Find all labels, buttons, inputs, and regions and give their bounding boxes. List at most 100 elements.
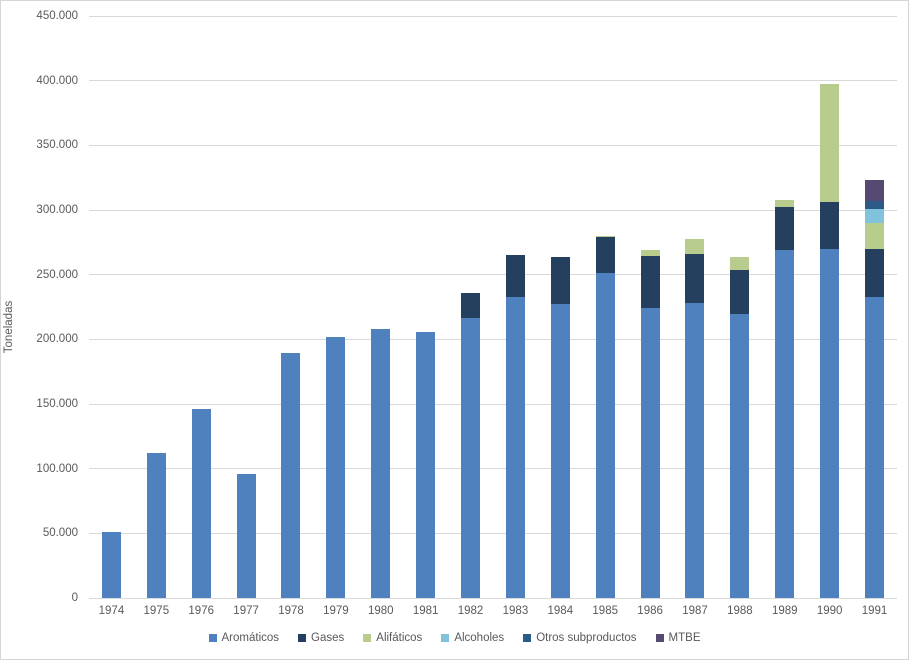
- bar-segment[interactable]: [416, 332, 436, 598]
- bar-segment[interactable]: [101, 532, 121, 598]
- legend-swatch-icon: [208, 634, 217, 642]
- grid-line: [89, 144, 897, 146]
- bar-segment[interactable]: [865, 248, 885, 297]
- y-tick-label: 0: [71, 592, 78, 604]
- bar-group: [717, 16, 762, 598]
- bar-segment[interactable]: [820, 83, 840, 203]
- legend-swatch-icon: [298, 634, 307, 642]
- legend-item[interactable]: Gases: [298, 632, 344, 644]
- grid-line: [89, 209, 897, 211]
- bar-group: [538, 16, 583, 598]
- x-tick-label: 1976: [188, 605, 214, 617]
- y-tick-label: 100.000: [36, 462, 78, 475]
- bar-segment[interactable]: [685, 239, 705, 254]
- bar-segment[interactable]: [595, 235, 615, 238]
- grid-line: [89, 468, 897, 470]
- x-tick-label: 1981: [412, 605, 439, 617]
- y-tick-label: 200.000: [36, 333, 78, 346]
- bar-group: [313, 16, 358, 598]
- bar-segment[interactable]: [191, 409, 211, 598]
- bar-segment[interactable]: [820, 202, 840, 249]
- grid-line: [89, 15, 897, 17]
- bar-segment[interactable]: [461, 318, 481, 598]
- bar-segment[interactable]: [371, 329, 391, 598]
- bar-group: [628, 16, 673, 598]
- bar-segment[interactable]: [595, 237, 615, 273]
- bar-segment[interactable]: [550, 257, 570, 305]
- bar-group: [673, 16, 718, 598]
- bar-segment[interactable]: [775, 206, 795, 251]
- x-tick-label: 1984: [547, 605, 574, 617]
- bar-group: [403, 16, 448, 598]
- y-tick-label: 300.000: [36, 204, 78, 216]
- bar-segment[interactable]: [775, 250, 795, 598]
- x-tick-label: 1988: [727, 605, 753, 617]
- bar-group: [583, 16, 628, 598]
- bar-segment[interactable]: [640, 255, 660, 309]
- bar-segment[interactable]: [505, 255, 525, 298]
- y-tick-label: 250.000: [36, 268, 78, 281]
- legend-swatch-icon: [363, 634, 372, 642]
- bar-segment[interactable]: [505, 297, 525, 598]
- grid-line: [89, 403, 897, 405]
- y-tick-label: 350.000: [36, 139, 78, 152]
- bar-group: [134, 16, 179, 598]
- bar-segment[interactable]: [550, 304, 570, 598]
- bar-group: [269, 16, 314, 598]
- bar-segment[interactable]: [146, 453, 166, 598]
- x-tick-label: 1977: [233, 605, 259, 617]
- bar-segment[interactable]: [236, 473, 256, 598]
- legend-item[interactable]: Alifáticos: [363, 632, 422, 644]
- bar-group: [448, 16, 493, 598]
- x-tick-label: 1987: [682, 605, 708, 617]
- bar-segment[interactable]: [865, 296, 885, 598]
- x-tick-label: 1989: [771, 605, 798, 617]
- legend-label: Gases: [311, 632, 345, 644]
- x-tick-label: 1978: [278, 605, 304, 617]
- legend-swatch-icon: [523, 634, 532, 642]
- bar-group: [852, 16, 897, 598]
- legend-item[interactable]: MTBE: [655, 632, 701, 644]
- y-tick-label: 400.000: [36, 74, 78, 87]
- legend-item[interactable]: Otros subproductos: [523, 632, 637, 644]
- bar-group: [807, 16, 852, 598]
- bar-segment[interactable]: [595, 272, 615, 598]
- bar-segment[interactable]: [281, 352, 301, 598]
- bar-segment[interactable]: [730, 257, 750, 270]
- bar-group: [179, 16, 224, 598]
- bar-segment[interactable]: [685, 303, 705, 598]
- bar-segment[interactable]: [865, 180, 885, 201]
- bar-group: [493, 16, 538, 598]
- y-tick-label: 450.000: [36, 10, 78, 22]
- legend-label: Alcoholes: [454, 632, 505, 644]
- legend-label: Alifáticos: [376, 632, 423, 644]
- bar-segment[interactable]: [775, 199, 795, 207]
- bar-group: [89, 16, 134, 598]
- bar-segment[interactable]: [865, 200, 885, 209]
- bar-segment[interactable]: [326, 337, 346, 598]
- legend-label: Aromáticos: [221, 632, 280, 644]
- x-tick-label: 1986: [637, 605, 663, 617]
- bar-segment[interactable]: [461, 292, 481, 318]
- x-tick-label: 1974: [98, 605, 125, 617]
- y-tick-label: 150.000: [36, 398, 78, 410]
- bar-segment[interactable]: [865, 208, 885, 223]
- bar-segment[interactable]: [640, 308, 660, 598]
- legend-item[interactable]: Alcoholes: [441, 632, 504, 644]
- bar-segment[interactable]: [820, 248, 840, 598]
- grid-line: [89, 338, 897, 340]
- bar-segment[interactable]: [640, 250, 660, 256]
- legend-label: Otros subproductos: [536, 632, 637, 644]
- y-tick-label: 50.000: [42, 527, 78, 540]
- y-axis-title: Toneladas: [3, 300, 15, 354]
- bar-segment[interactable]: [685, 253, 705, 304]
- legend-item[interactable]: Aromáticos: [208, 632, 280, 644]
- x-tick-label: 1991: [861, 605, 888, 617]
- bar-segment[interactable]: [865, 222, 885, 249]
- bar-segment[interactable]: [730, 314, 750, 598]
- bar-segment[interactable]: [730, 269, 750, 315]
- legend: Aromáticos Gases Alifáticos Alcoholes Otros …: [1, 632, 908, 644]
- grid-line: [89, 532, 897, 534]
- x-tick-label: 1983: [502, 605, 529, 617]
